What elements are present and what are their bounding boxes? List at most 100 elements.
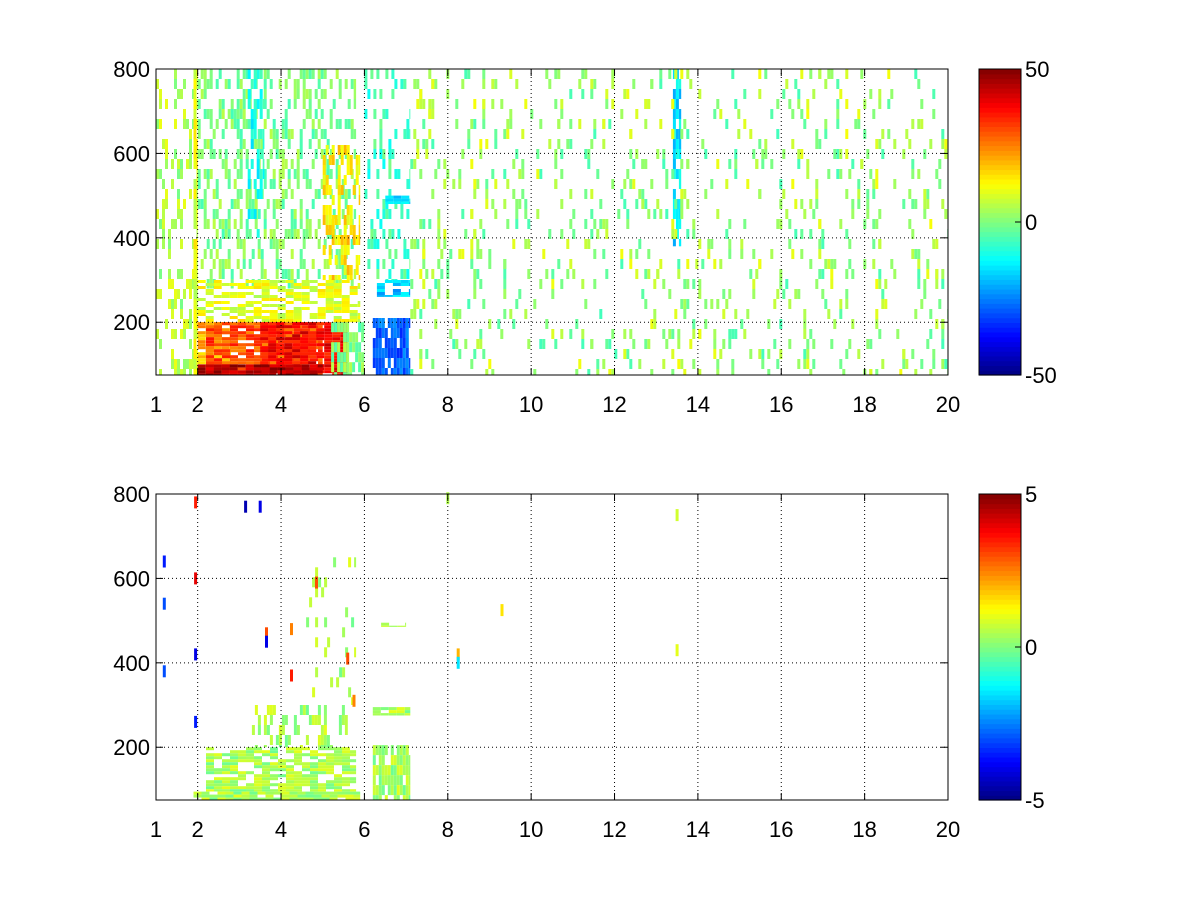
heatmap-cell [908,139,912,149]
heatmap-cell [378,765,382,776]
heatmap-cell [318,349,323,353]
heatmap-cell [286,783,294,787]
heatmap-cell [284,159,288,169]
heatmap-cell [278,149,282,159]
heatmap-cell [332,99,336,109]
heatmap-cell [343,255,347,265]
heatmap-cell [527,339,531,349]
heatmap-cell [221,346,230,350]
colorbar-segment [979,713,1021,720]
heatmap-cell [310,783,318,787]
heatmap-cell [245,159,249,169]
heatmap-cell [245,316,254,319]
heatmap-cell [629,249,633,259]
heatmap-cell [713,329,717,339]
heatmap-cell [425,349,429,359]
heatmap-cell [349,265,353,275]
heatmap-cell [626,89,630,99]
heatmap-cell [596,359,600,369]
heatmap-cell [339,667,343,678]
heatmap-cell [278,783,286,787]
heatmap-cell [318,346,323,350]
heatmap-cell [212,259,216,269]
heatmap-cell [860,69,864,79]
heatmap-cell [335,69,339,79]
heatmap-cell [346,215,350,225]
heatmap-cell [177,289,180,299]
heatmap-cell [914,199,918,209]
colorbar-tick-label: 0 [1025,635,1037,660]
heatmap-cell [206,759,214,763]
heatmap-cell [737,109,741,119]
heatmap-cell [253,367,262,371]
heatmap-cell [384,338,388,348]
heatmap-cell [686,279,690,289]
heatmap-cell [355,255,359,265]
heatmap-cell [193,99,197,109]
heatmap-cell [629,129,633,139]
heatmap-cell [644,199,648,209]
heatmap-cell [302,361,310,365]
heatmap-cell [887,129,891,139]
heatmap-cell [332,367,341,371]
heatmap-cell [385,195,394,199]
heatmap-cell [165,159,168,169]
x-tick-label: 20 [936,392,960,417]
heatmap-cell [242,109,246,119]
heatmap-cell [205,283,214,286]
heatmap-cell [353,794,361,798]
heatmap-cell [206,79,210,89]
heatmap-cell [196,149,198,159]
heatmap-cell [830,339,834,349]
heatmap-cell [833,149,837,159]
heatmap-cell [839,89,843,99]
heatmap-cell [254,789,262,792]
heatmap-cell [425,139,429,149]
heatmap-cell [323,259,327,269]
heatmap-cell [299,149,303,159]
heatmap-cell [276,349,285,353]
colorbar-segment [979,360,1021,367]
heatmap-cell [623,89,627,99]
heatmap-cell [851,209,855,219]
heatmap-cell [312,577,316,588]
heatmap-cell [310,768,318,772]
heatmap-cell [261,319,270,322]
heatmap-cell [245,219,249,229]
colorbar-segment [979,608,1021,615]
heatmap-cell [254,705,258,715]
heatmap-cell [536,169,540,179]
heatmap-cell [372,713,381,716]
heatmap-cell [334,777,342,781]
heatmap-cell [920,359,924,369]
colorbar-segment [979,121,1021,127]
heatmap-cell [671,99,675,109]
heatmap-cell [296,169,300,179]
heatmap-cell [293,310,302,313]
heatmap-cell [324,343,333,347]
heatmap-cell [349,362,353,373]
heatmap-cell [212,239,216,249]
heatmap-cell [845,299,849,309]
colorbar-segment [979,546,1021,552]
heatmap-cell [944,149,948,159]
heatmap-cell [416,79,420,89]
heatmap-cell [301,301,310,304]
heatmap-cell [278,259,282,269]
heatmap-cell [299,249,303,259]
heatmap-cell [286,771,294,775]
heatmap-cell [269,705,273,715]
heatmap-cell [626,219,630,229]
heatmap-cell [396,707,405,711]
colorbar-segment [979,183,1021,190]
heatmap-cell [305,229,309,239]
heatmap-cell [794,79,798,89]
heatmap-cell [331,225,335,235]
heatmap-cell [503,279,507,289]
heatmap-cell [247,89,251,99]
heatmap-cell [302,99,306,109]
heatmap-cell [284,340,293,344]
heatmap-cell [341,319,350,322]
heatmap-cell [189,289,192,299]
heatmap-cell [269,316,278,319]
